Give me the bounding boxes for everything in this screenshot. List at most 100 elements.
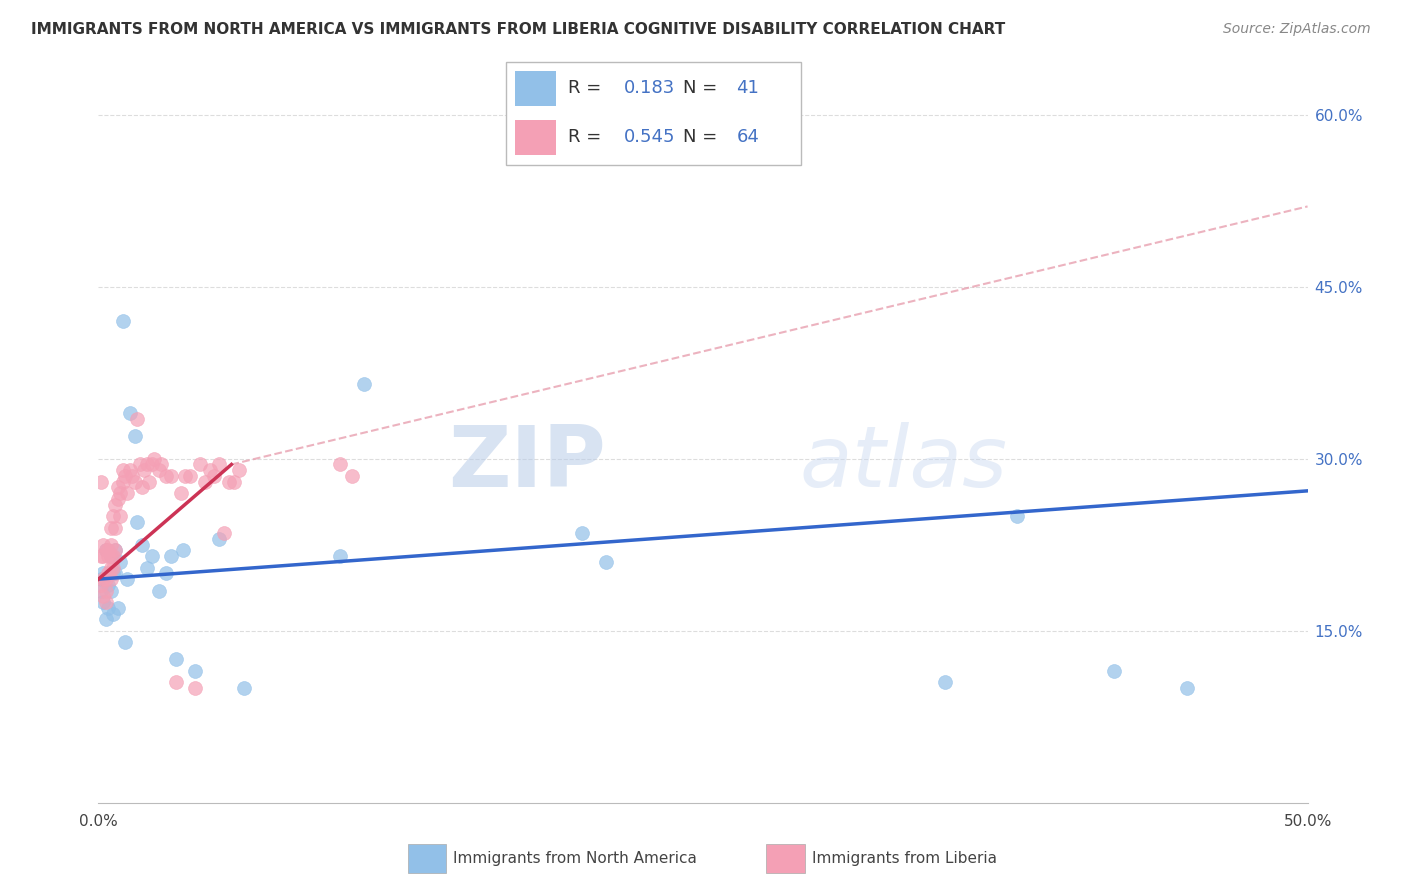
Point <box>97 549 120 564</box>
Point <box>174 469 197 483</box>
Point <box>104 543 127 558</box>
Point <box>107 480 129 494</box>
Point <box>184 664 207 678</box>
Point <box>155 566 177 581</box>
Point <box>135 560 157 574</box>
Point <box>111 314 134 328</box>
Point <box>104 498 127 512</box>
Point <box>353 377 375 392</box>
Point <box>165 675 187 690</box>
Text: 0.545: 0.545 <box>624 128 676 146</box>
Point <box>131 480 153 494</box>
Point <box>114 635 136 649</box>
Point <box>101 560 124 574</box>
Text: Source: ZipAtlas.com: Source: ZipAtlas.com <box>1223 22 1371 37</box>
Point <box>204 469 226 483</box>
Point <box>571 526 593 541</box>
Point <box>329 458 352 472</box>
Point <box>165 652 187 666</box>
FancyBboxPatch shape <box>766 844 806 873</box>
Point <box>141 458 163 472</box>
FancyBboxPatch shape <box>515 70 557 105</box>
Point <box>143 451 166 466</box>
Text: 64: 64 <box>737 128 759 146</box>
Point <box>108 509 131 524</box>
Point <box>148 463 170 477</box>
Point <box>100 549 122 564</box>
Point <box>94 612 117 626</box>
Point <box>101 607 124 621</box>
Point <box>114 469 136 483</box>
Point <box>94 543 117 558</box>
Text: N =: N = <box>683 79 723 97</box>
Point <box>148 583 170 598</box>
FancyBboxPatch shape <box>408 844 447 873</box>
Point <box>160 549 183 564</box>
Point <box>194 475 217 489</box>
Point <box>1007 509 1029 524</box>
Point <box>184 681 207 695</box>
Text: 0.183: 0.183 <box>624 79 675 97</box>
Point <box>212 526 235 541</box>
Point <box>94 595 117 609</box>
Point <box>124 475 146 489</box>
Point <box>127 515 149 529</box>
Point <box>141 549 163 564</box>
Point <box>135 458 157 472</box>
Point <box>118 463 141 477</box>
Point <box>100 538 122 552</box>
Point <box>131 538 153 552</box>
Point <box>208 458 231 472</box>
Point <box>97 543 120 558</box>
Point <box>100 560 122 574</box>
Point <box>179 469 201 483</box>
Point <box>97 566 120 581</box>
Point <box>934 675 956 690</box>
Point <box>97 600 120 615</box>
Point <box>198 463 221 477</box>
Point <box>160 469 183 483</box>
Point <box>342 469 364 483</box>
Point <box>90 475 112 489</box>
Text: 41: 41 <box>737 79 759 97</box>
Point <box>101 566 124 581</box>
Point <box>329 549 352 564</box>
Point <box>1102 664 1125 678</box>
Point <box>91 566 114 581</box>
Text: IMMIGRANTS FROM NORTH AMERICA VS IMMIGRANTS FROM LIBERIA COGNITIVE DISABILITY CO: IMMIGRANTS FROM NORTH AMERICA VS IMMIGRA… <box>31 22 1005 37</box>
Point <box>208 532 231 546</box>
Text: R =: R = <box>568 128 607 146</box>
Text: N =: N = <box>683 128 723 146</box>
FancyBboxPatch shape <box>506 62 801 165</box>
Point <box>150 458 173 472</box>
Point <box>111 463 134 477</box>
Point <box>134 463 156 477</box>
Point <box>90 578 112 592</box>
Point <box>169 486 191 500</box>
Point <box>100 549 122 564</box>
Point <box>121 469 143 483</box>
Text: ZIP: ZIP <box>449 422 606 505</box>
Point <box>107 600 129 615</box>
Point <box>90 572 112 586</box>
Point <box>222 475 245 489</box>
Point <box>100 572 122 586</box>
Point <box>155 469 177 483</box>
Point <box>111 475 134 489</box>
Text: R =: R = <box>568 79 607 97</box>
Point <box>218 475 240 489</box>
Point <box>188 458 211 472</box>
Point <box>228 463 250 477</box>
Point <box>138 475 160 489</box>
Point <box>118 406 141 420</box>
Point <box>94 572 117 586</box>
Point <box>101 549 124 564</box>
Point <box>91 590 114 604</box>
Text: atlas: atlas <box>800 422 1008 505</box>
Point <box>91 538 114 552</box>
Point <box>104 543 127 558</box>
Point <box>108 555 131 569</box>
Text: Immigrants from Liberia: Immigrants from Liberia <box>813 851 997 866</box>
Point <box>1175 681 1198 695</box>
Point <box>117 486 139 500</box>
